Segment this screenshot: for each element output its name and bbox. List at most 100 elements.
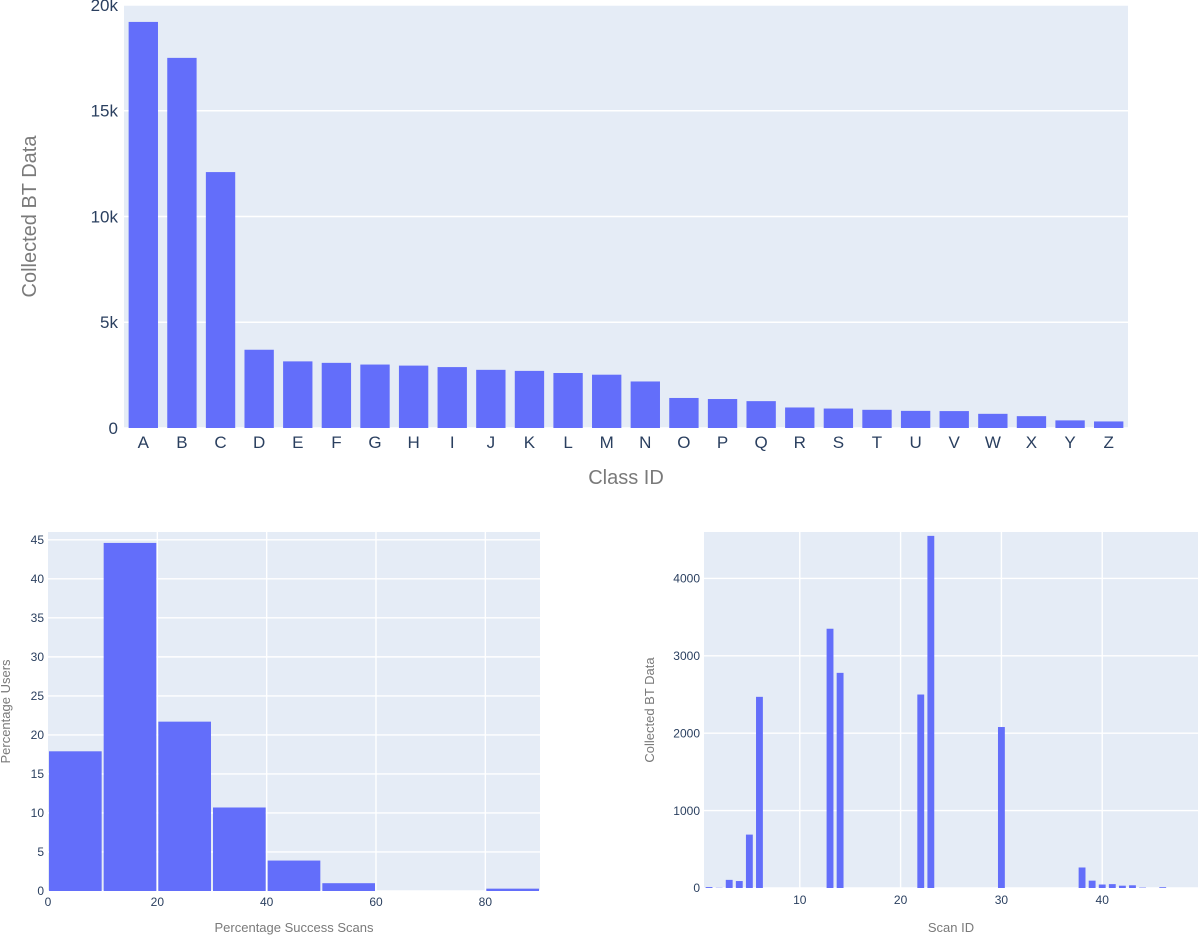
x-tick-label: B [176, 433, 187, 452]
success-scans-histogram: 0 5 10 15 20 25 30 35 40 45 0 20 40 60 80 Percentage Su… [0, 532, 540, 935]
x-tick-label: 20 [894, 893, 908, 907]
bar-L [553, 373, 583, 428]
x-tick-label: 40 [1096, 893, 1110, 907]
bar-scan-30 [997, 727, 1005, 888]
bar-scan-40 [1098, 884, 1106, 888]
x-tick-label: P [717, 433, 728, 452]
class-id-bar-chart: 0 5k 10k 15k 20k A B C D E F G H I J K L M N O P Q R S T U V W X Y Z Cl… [19, 0, 1128, 489]
bar-scan-6 [756, 696, 763, 888]
histogram-bar [103, 542, 157, 891]
bar-E [283, 361, 313, 428]
bar-N [630, 381, 660, 428]
bar-Y [1055, 420, 1085, 428]
bar-scan-13 [826, 628, 834, 888]
y-tick-label: 10k [91, 207, 119, 226]
y-axis-title: Collected BT Data [19, 135, 41, 298]
bar-scan-46 [1159, 887, 1167, 888]
x-tick-label: C [214, 433, 226, 452]
scan-id-bar-chart: 0 1000 2000 3000 4000 10 20 30 40 Scan ID Collecte… [642, 532, 1198, 935]
bar-scan-42 [1118, 885, 1126, 888]
bar-V [939, 411, 969, 428]
x-tick-label: 60 [369, 895, 383, 909]
y-tick-label: 5k [100, 313, 118, 332]
x-tick-label: N [639, 433, 651, 452]
bar-scan-3 [725, 879, 733, 888]
bar-U [900, 410, 931, 428]
y-tick-label: 0 [109, 419, 118, 438]
y-tick-label: 1000 [673, 804, 700, 818]
x-tick-label: H [407, 433, 419, 452]
y-tick-label: 20 [31, 728, 45, 742]
y-tick-label: 0 [693, 881, 700, 895]
bar-scan-39 [1088, 880, 1096, 888]
bar-F [321, 362, 352, 428]
y-tick-label: 15 [31, 767, 45, 781]
y-tick-label: 5 [37, 845, 44, 859]
histogram-bar [158, 721, 211, 891]
x-tick-label: L [563, 433, 572, 452]
bar-S [823, 408, 854, 428]
plot-area [704, 532, 1198, 888]
x-tick-label: W [985, 433, 1001, 452]
y-tick-label: 25 [31, 689, 45, 703]
x-tick-label: Q [755, 433, 768, 452]
x-tick-label: O [677, 433, 690, 452]
bar-O [669, 397, 699, 428]
x-tick-label: Y [1064, 433, 1075, 452]
bar-Q [746, 401, 776, 428]
bar-scan-5 [745, 834, 753, 888]
bar-H [398, 365, 429, 428]
x-tick-label: 30 [995, 893, 1009, 907]
x-tick-label: R [794, 433, 806, 452]
x-axis-title: Percentage Success Scans [215, 920, 374, 935]
x-tick-label: G [368, 433, 381, 452]
bar-Z [1094, 421, 1124, 428]
bar-K [514, 370, 545, 428]
bar-A [128, 21, 158, 428]
x-tick-label: F [331, 433, 341, 452]
x-tick-label: T [872, 433, 882, 452]
bar-C [205, 172, 236, 428]
bar-scan-43 [1129, 885, 1136, 888]
y-axis-title: Collected BT Data [642, 657, 657, 763]
x-tick-label: X [1026, 433, 1037, 452]
bar-scan-14 [836, 672, 844, 888]
bar-I [437, 367, 467, 428]
y-tick-label: 15k [91, 102, 119, 121]
bar-G [360, 364, 390, 428]
x-tick-label: 20 [151, 895, 165, 909]
histogram-bar [49, 751, 102, 891]
bar-scan-41 [1108, 884, 1116, 888]
y-tick-label: 3000 [673, 649, 700, 663]
y-tick-label: 20k [91, 0, 119, 15]
histogram-bar [267, 860, 321, 891]
x-tick-label: 80 [479, 895, 493, 909]
x-tick-label: K [524, 433, 536, 452]
y-axis-title: Percentage Users [0, 659, 13, 764]
x-tick-label: V [949, 433, 961, 452]
x-tick-label: Z [1103, 433, 1113, 452]
y-tick-label: 40 [31, 572, 45, 586]
bar-scan-4 [735, 881, 743, 888]
y-tick-label: 35 [31, 611, 45, 625]
y-tick-label: 0 [37, 884, 44, 898]
bar-scan-22 [917, 694, 925, 888]
bar-scan-23 [927, 535, 935, 888]
x-tick-label: E [292, 433, 303, 452]
x-tick-label: A [138, 433, 150, 452]
bar-R [785, 407, 815, 428]
bar-scan-38 [1078, 867, 1086, 888]
x-axis-title: Scan ID [928, 920, 974, 935]
y-tick-label: 30 [31, 650, 45, 664]
bar-J [476, 369, 506, 428]
bar-scan-1 [705, 887, 713, 888]
bar-X [1016, 416, 1047, 428]
x-tick-label: U [909, 433, 921, 452]
histogram-bar [322, 883, 375, 891]
bar-P [707, 399, 738, 428]
x-tick-label: M [600, 433, 614, 452]
y-tick-label: 10 [31, 806, 45, 820]
x-tick-label: 0 [45, 895, 52, 909]
bar-B [167, 57, 197, 428]
